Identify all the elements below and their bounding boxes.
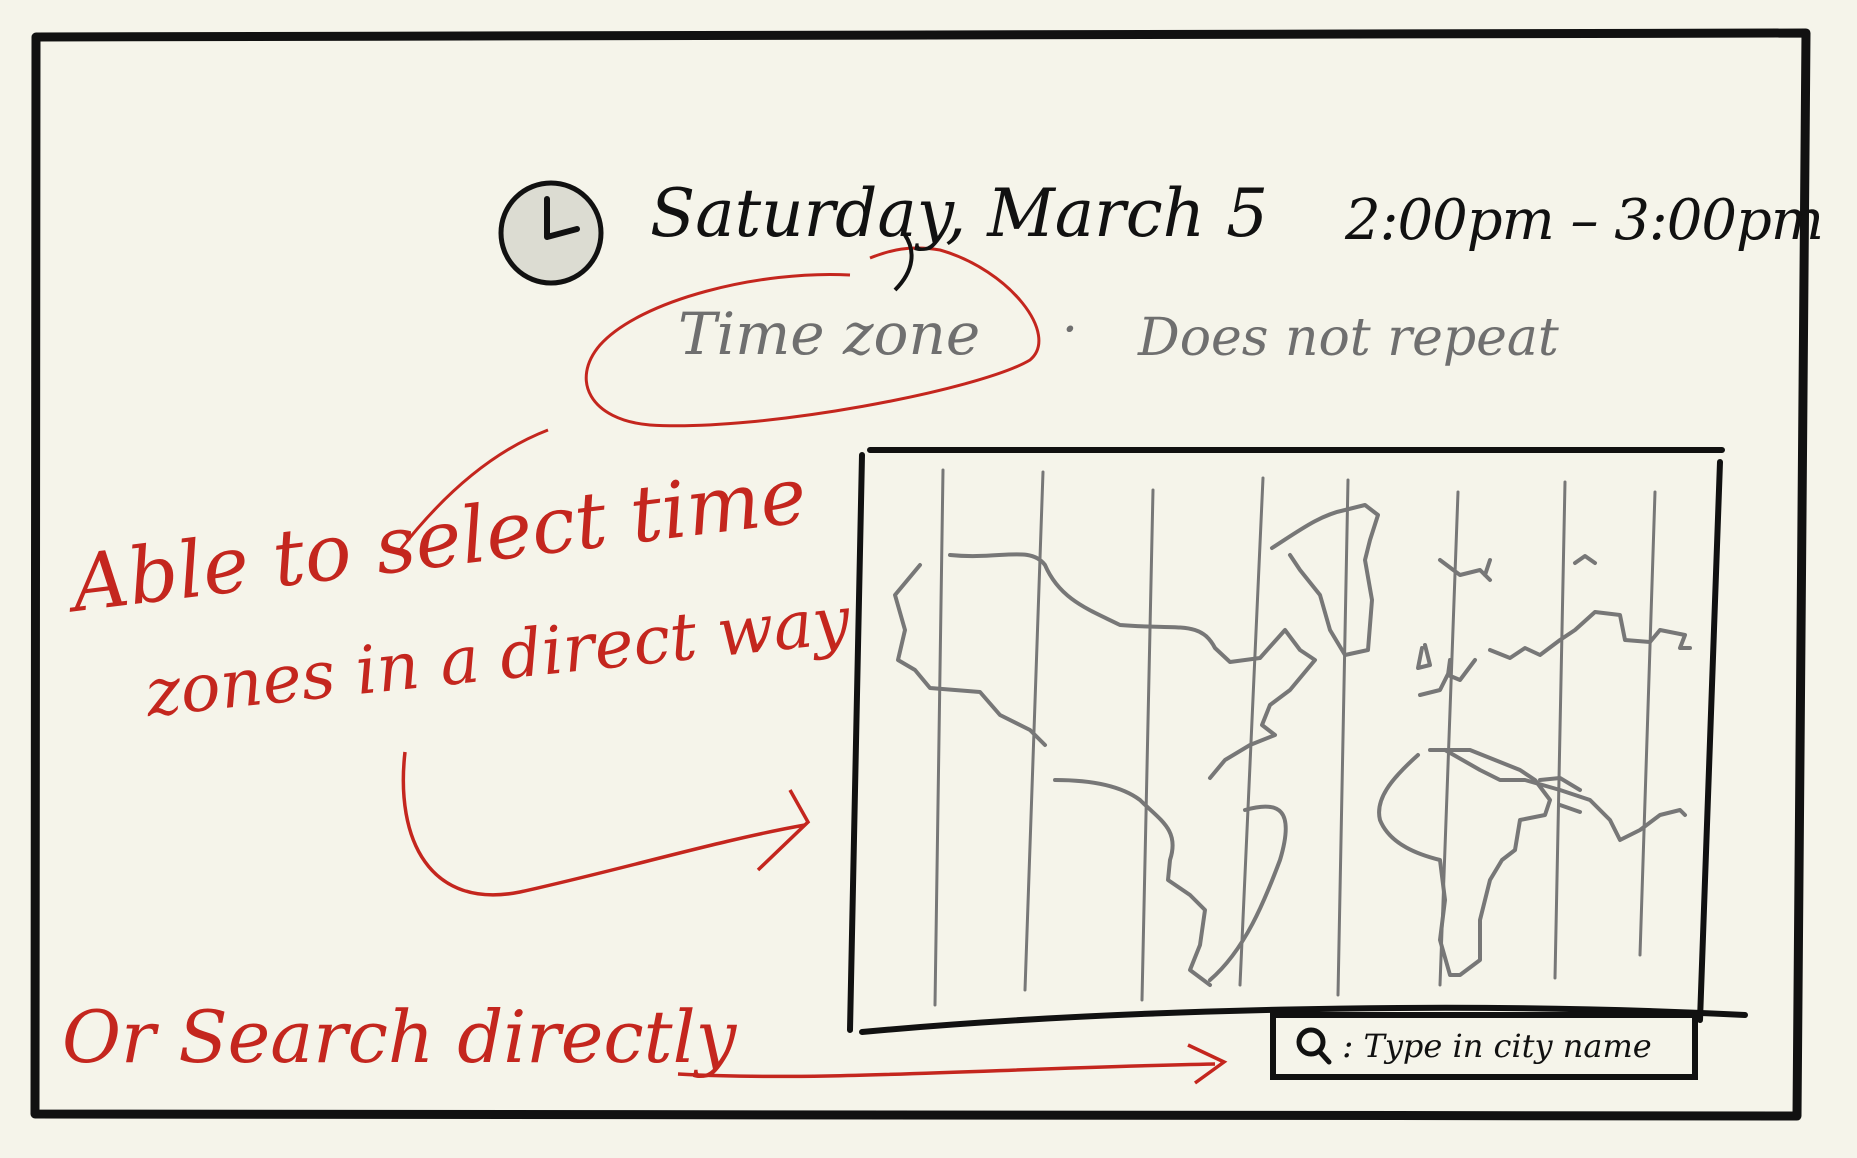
timezone-selector[interactable]: Time zone: [678, 300, 981, 368]
annotation-arrowhead-map: [756, 789, 811, 872]
timezone-circle: [584, 246, 1041, 428]
date-scribble: [893, 233, 914, 292]
world-map-icon: [893, 503, 1692, 987]
meridian-lines: [933, 468, 1657, 1007]
event-date[interactable]: Saturday, March 5: [650, 175, 1269, 252]
timezone-world-map[interactable]: [862, 450, 1720, 1025]
city-search-input[interactable]: : Type in city name: [1270, 1012, 1698, 1080]
repeat-selector[interactable]: Does not repeat: [1138, 308, 1559, 368]
search-colon: :: [1342, 1026, 1354, 1066]
annotation-arc-top: [398, 428, 549, 551]
map-frame: [847, 447, 1748, 1035]
event-time-range[interactable]: 2:00pm – 3:00pm: [1345, 188, 1824, 253]
search-icon: [1296, 1027, 1332, 1065]
annotation-note-search: Or Search directly: [62, 995, 737, 1079]
search-placeholder: Type in city name: [1363, 1027, 1652, 1065]
frame-border: [30, 28, 1811, 1121]
annotation-arrow-to-search: [677, 1062, 1216, 1079]
annotation-arrow-to-map: [401, 751, 806, 897]
separator-dot: ·: [1062, 300, 1078, 358]
clock-icon: [498, 180, 604, 286]
annotation-arrowhead-search: [1187, 1043, 1228, 1085]
